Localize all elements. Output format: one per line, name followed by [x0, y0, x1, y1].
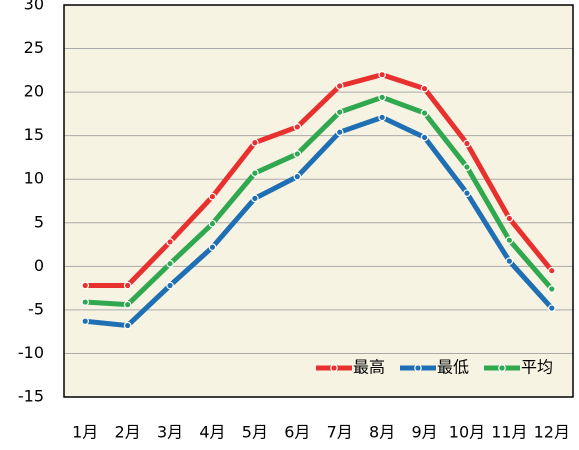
point: [123, 321, 132, 330]
series-line: [85, 94, 554, 308]
point: [81, 317, 90, 326]
point: [505, 236, 514, 245]
legend-dot: [498, 364, 506, 372]
point: [123, 281, 132, 290]
point: [251, 169, 259, 177]
point: [378, 113, 386, 122]
point: [251, 194, 259, 203]
y-tick-label: -5: [28, 299, 44, 318]
x-tick-label: 11月: [491, 423, 527, 442]
point: [293, 150, 302, 158]
x-tick-label: 5月: [242, 423, 268, 442]
y-tick-label: 5: [34, 212, 44, 231]
point: [378, 93, 386, 102]
legend-label: 最高: [353, 358, 385, 377]
point: [463, 189, 471, 197]
point: [166, 259, 174, 268]
point: [378, 70, 386, 79]
point: [166, 238, 174, 246]
x-tick-label: 8月: [369, 423, 395, 442]
point: [81, 281, 90, 290]
point: [335, 128, 344, 136]
y-tick-label: 0: [34, 256, 44, 275]
x-tick-label: 9月: [411, 423, 437, 442]
legend-label: 平均: [521, 358, 553, 377]
y-tick-label: 15: [24, 125, 44, 144]
y-tick-label: 10: [24, 169, 44, 188]
point: [81, 298, 90, 306]
point: [463, 139, 471, 148]
x-tick-label: 6月: [284, 423, 310, 442]
point: [547, 304, 556, 312]
x-tick-label: 3月: [157, 423, 183, 442]
series-line: [85, 72, 554, 288]
point: [547, 285, 556, 293]
point: [293, 123, 302, 131]
point: [420, 84, 429, 93]
point: [208, 219, 217, 228]
x-tick-label: 7月: [327, 423, 353, 442]
legend-dot: [330, 364, 338, 372]
x-tick-label: 10月: [449, 423, 485, 442]
point: [505, 214, 514, 223]
x-tick-label: 4月: [199, 423, 225, 442]
point: [420, 109, 429, 117]
point: [335, 108, 344, 116]
plot-frame: [63, 4, 574, 398]
y-tick-label: 20: [24, 82, 44, 101]
x-tick-label: 12月: [534, 423, 570, 442]
point: [293, 172, 302, 181]
point: [208, 243, 217, 251]
y-tick-label: 25: [24, 38, 44, 57]
point: [463, 163, 471, 171]
y-tick-label: -10: [18, 343, 44, 362]
point: [420, 133, 429, 142]
y-tick-label: -15: [18, 387, 44, 406]
point: [123, 300, 132, 309]
point: [208, 192, 217, 201]
y-tick-label: 30: [24, 0, 44, 14]
point: [505, 257, 514, 265]
point: [166, 281, 174, 290]
point: [251, 138, 259, 147]
x-tick-label: 1月: [72, 423, 98, 442]
x-tick-label: 2月: [115, 423, 141, 442]
point: [547, 266, 556, 275]
point: [335, 82, 344, 90]
legend-label: 最低: [437, 358, 469, 377]
legend-dot: [414, 364, 422, 372]
series-line: [84, 114, 554, 329]
